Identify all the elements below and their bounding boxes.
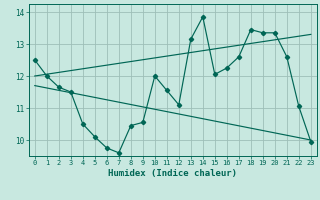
X-axis label: Humidex (Indice chaleur): Humidex (Indice chaleur)	[108, 169, 237, 178]
